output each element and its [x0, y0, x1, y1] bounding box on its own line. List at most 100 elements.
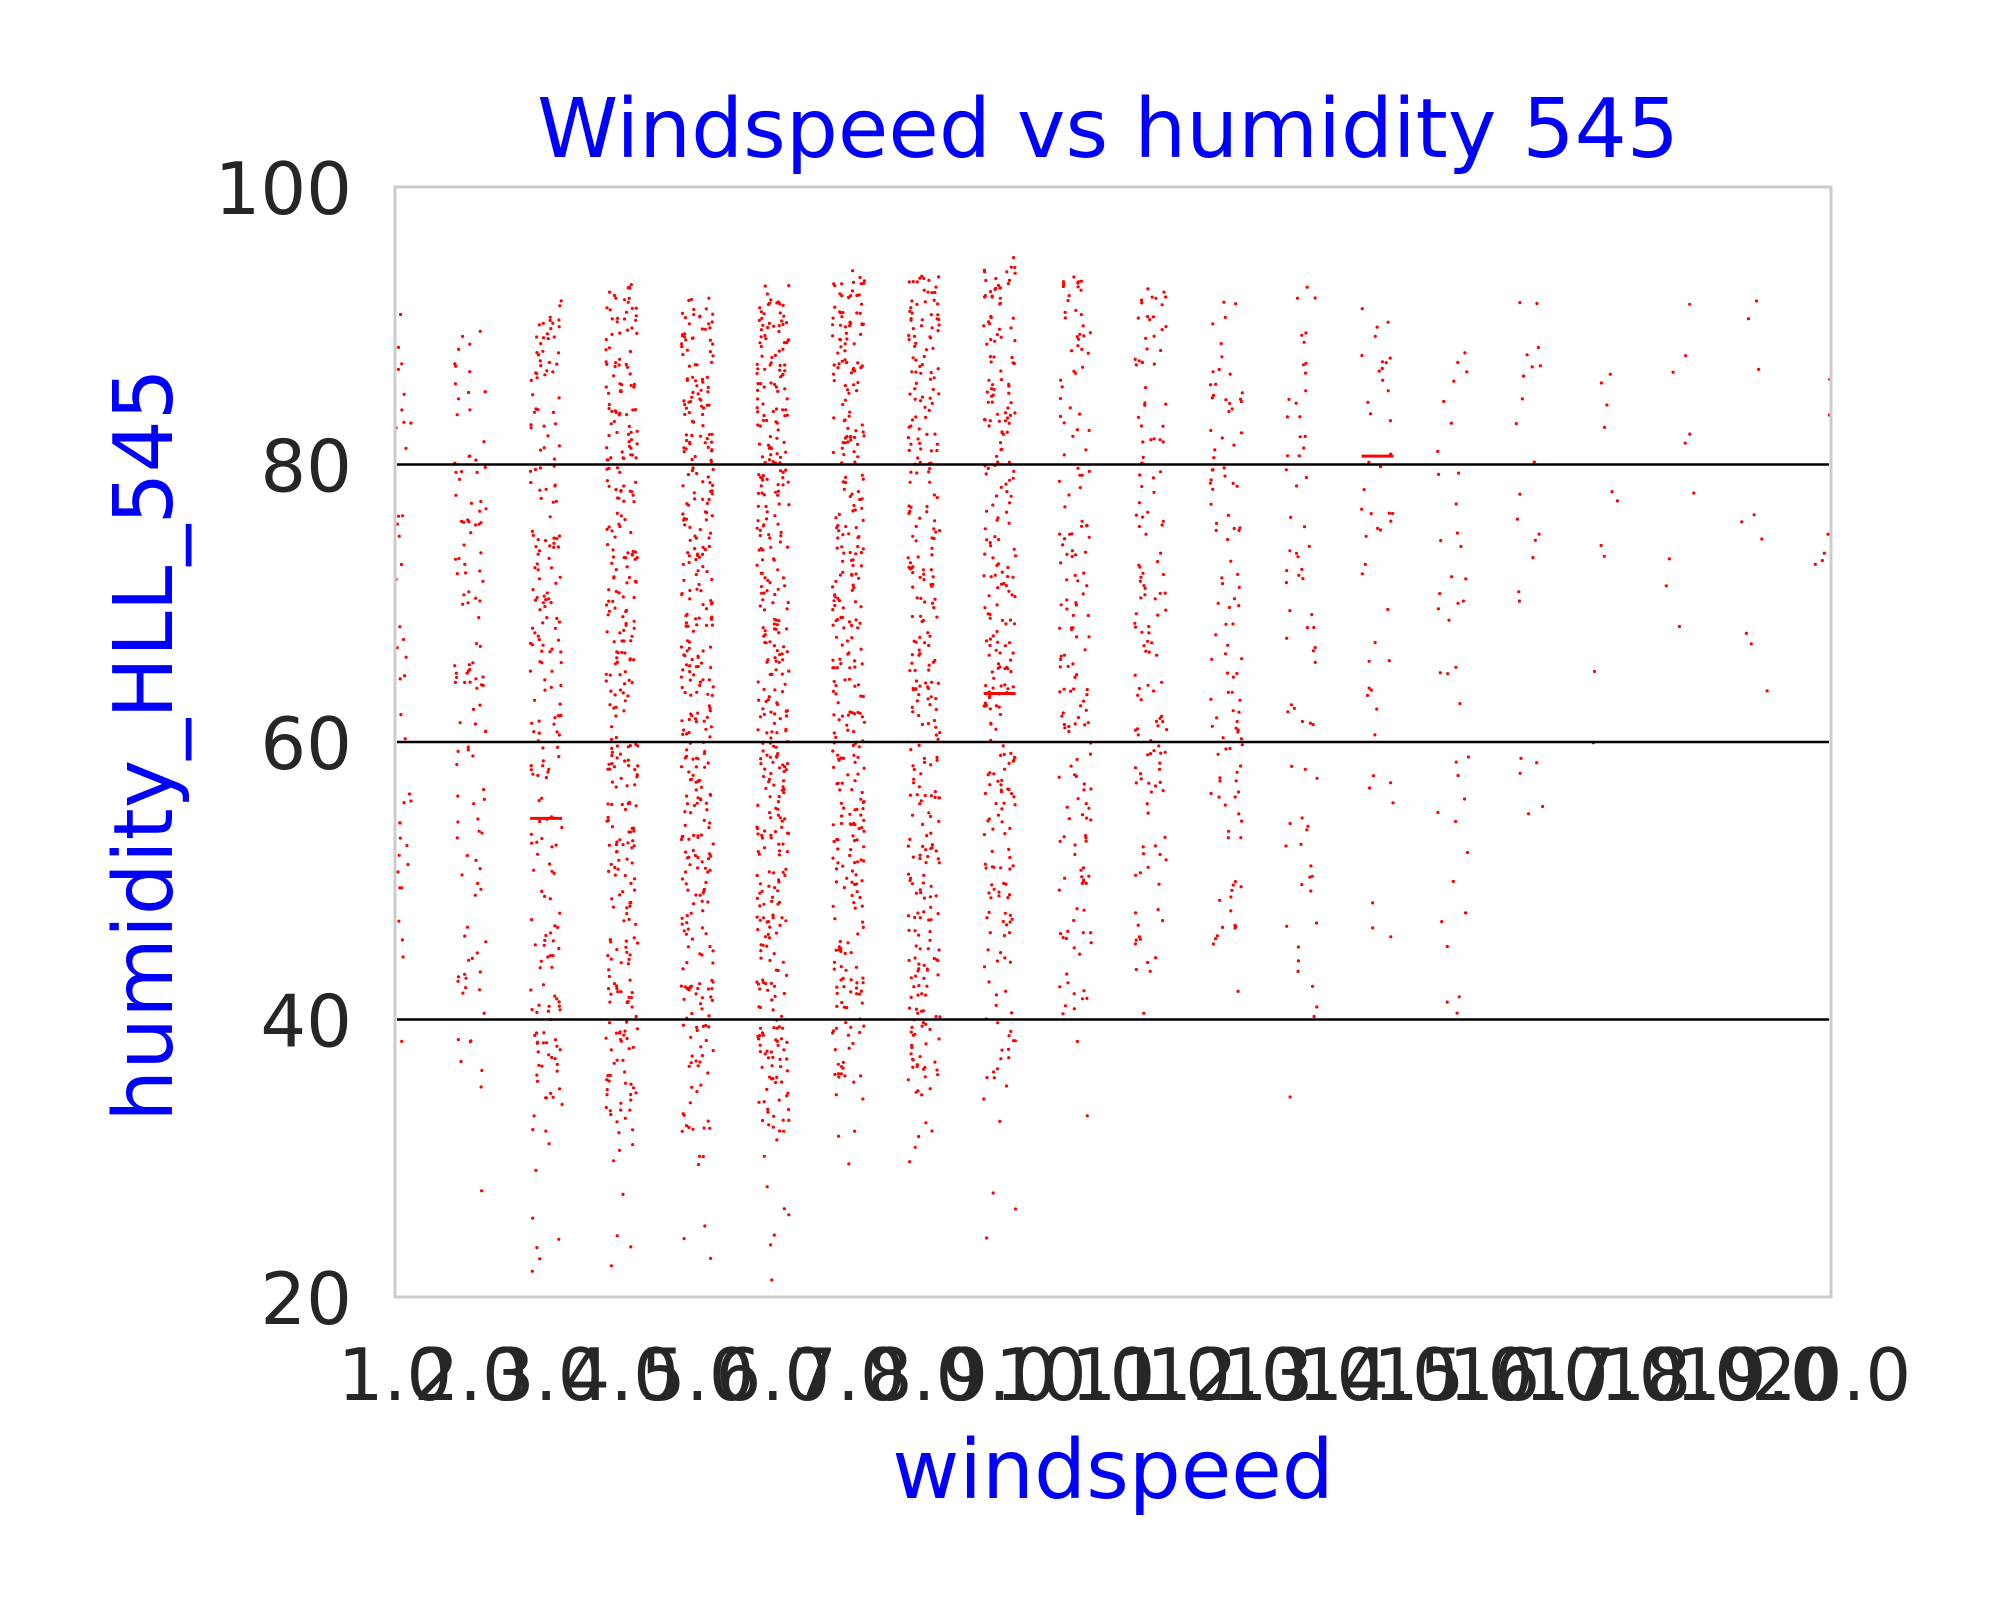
data-point — [849, 558, 854, 563]
data-point — [1006, 406, 1010, 410]
data-point — [620, 650, 624, 655]
data-point — [1289, 703, 1293, 707]
data-point — [909, 317, 913, 321]
data-point — [1063, 505, 1067, 509]
data-point — [756, 803, 760, 808]
data-point — [540, 889, 544, 894]
data-point — [916, 993, 920, 997]
data-point — [917, 984, 921, 988]
data-point — [933, 432, 937, 436]
data-point — [998, 1119, 1002, 1123]
data-point — [466, 601, 470, 605]
data-point — [762, 413, 766, 418]
data-point — [928, 377, 933, 381]
data-point — [1007, 589, 1011, 593]
data-point — [541, 764, 545, 768]
data-point — [787, 669, 791, 673]
data-point — [634, 480, 638, 484]
data-point — [783, 584, 787, 588]
data-point — [852, 342, 856, 346]
data-point — [841, 310, 845, 315]
data-point — [1000, 807, 1004, 811]
data-point — [1066, 299, 1070, 303]
data-point — [770, 899, 774, 904]
data-point — [1288, 609, 1292, 613]
data-point — [710, 577, 714, 582]
data-point — [767, 777, 772, 782]
data-point — [475, 951, 479, 955]
data-point — [1071, 613, 1075, 618]
data-point — [772, 324, 776, 328]
data-point — [685, 438, 689, 443]
data-point — [770, 1077, 774, 1081]
data-point — [609, 1264, 614, 1268]
data-point — [701, 1155, 705, 1159]
data-point — [635, 429, 639, 433]
data-point — [537, 731, 541, 735]
data-point — [1138, 871, 1142, 875]
data-point — [1389, 781, 1393, 785]
data-point — [845, 361, 849, 365]
data-point — [848, 324, 852, 328]
data-point — [783, 369, 787, 373]
data-point — [701, 412, 705, 417]
data-point — [701, 603, 705, 607]
data-point — [930, 584, 934, 588]
data-point — [861, 430, 865, 434]
data-point — [787, 338, 791, 342]
data-point — [991, 383, 995, 387]
data-point — [1082, 788, 1086, 792]
data-point — [844, 1021, 848, 1025]
data-point — [694, 1059, 698, 1063]
data-point — [770, 1278, 774, 1282]
data-point — [1286, 710, 1290, 714]
data-point — [1157, 767, 1162, 772]
data-point — [835, 618, 840, 622]
data-point — [605, 1078, 609, 1082]
data-point — [632, 936, 636, 940]
data-point — [1088, 752, 1093, 756]
data-point — [848, 853, 852, 858]
data-point — [469, 531, 473, 535]
data-point — [853, 861, 857, 865]
data-point — [461, 602, 465, 606]
data-point — [759, 484, 763, 488]
data-point — [837, 718, 841, 722]
data-point — [399, 713, 403, 717]
data-point — [909, 748, 913, 752]
data-point — [1085, 816, 1089, 820]
data-point — [538, 608, 542, 612]
data-point — [932, 718, 937, 723]
data-point — [551, 321, 555, 325]
data-point — [785, 650, 789, 654]
data-point — [987, 891, 991, 895]
data-point — [629, 283, 633, 287]
data-point — [760, 354, 764, 358]
data-point — [1295, 296, 1300, 300]
data-point — [544, 1096, 549, 1100]
data-point — [837, 1134, 841, 1138]
data-point — [629, 383, 633, 387]
data-point — [1154, 296, 1158, 300]
data-point — [1287, 397, 1291, 401]
data-point — [681, 1023, 686, 1027]
data-point — [996, 460, 1000, 464]
data-point — [457, 477, 462, 481]
data-point — [1305, 285, 1309, 289]
data-point — [1152, 689, 1156, 693]
data-point — [862, 859, 866, 863]
data-point — [1159, 751, 1163, 755]
data-point — [776, 587, 780, 591]
data-point — [915, 793, 919, 797]
data-point — [685, 348, 690, 352]
data-point — [918, 1055, 922, 1059]
data-point — [757, 698, 761, 702]
data-point — [1080, 347, 1084, 351]
data-point — [613, 865, 617, 870]
data-point — [461, 991, 465, 995]
data-point — [614, 410, 618, 415]
data-point — [920, 1024, 924, 1028]
x-axis-ticks: 1.02.03.04.05.06.07.08.09.010.011.012.01… — [338, 1333, 1911, 1417]
data-point — [917, 1134, 921, 1139]
data-point — [1089, 787, 1093, 791]
